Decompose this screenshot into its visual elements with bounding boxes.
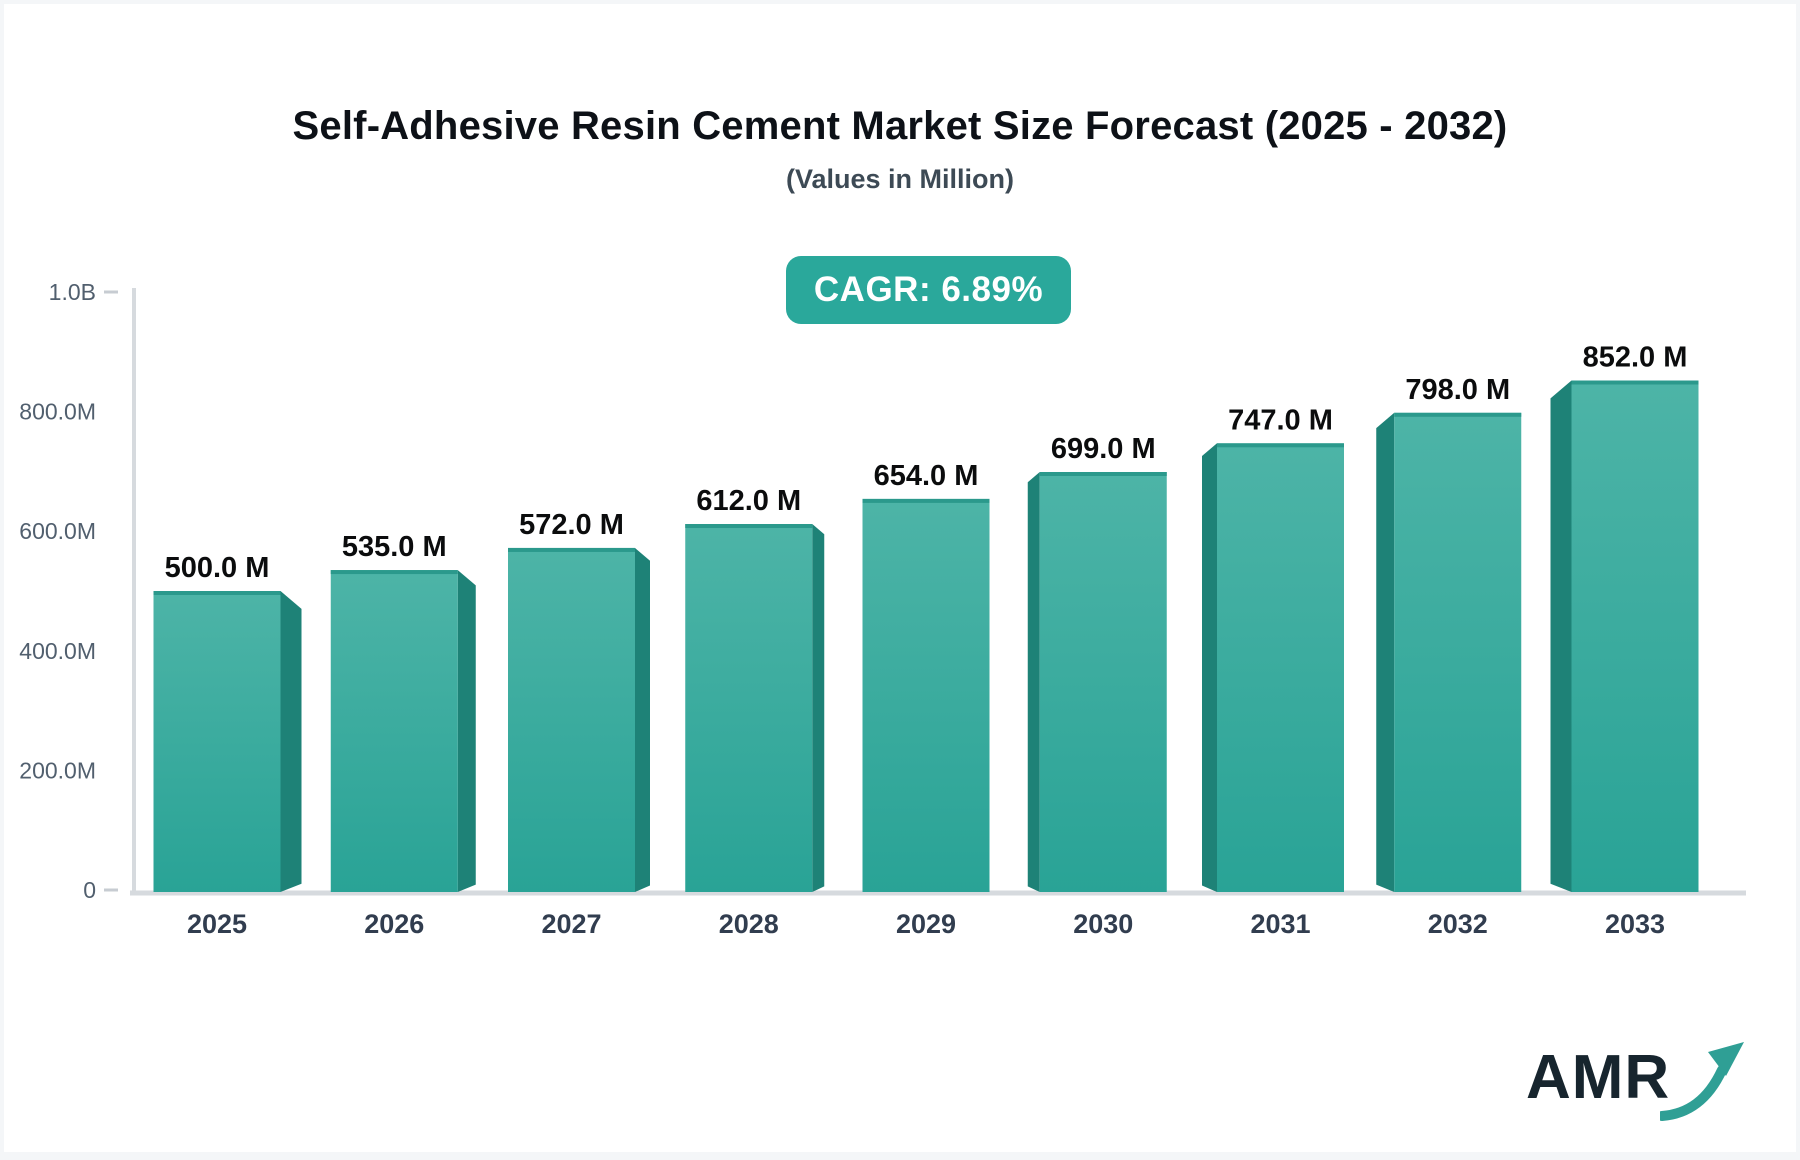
bar-front-face xyxy=(1217,443,1344,892)
bar-value-label: 699.0 M xyxy=(1051,433,1156,465)
x-axis-label: 2030 xyxy=(1073,909,1133,939)
bar-top-edge xyxy=(1039,471,1167,476)
bar-top-edge xyxy=(862,498,990,503)
y-axis-label: 1.0B xyxy=(49,279,96,305)
x-axis-label: 2025 xyxy=(187,909,247,939)
bar-group-2030: 699.0 M 2030 xyxy=(1027,433,1167,939)
bar-value-label: 747.0 M xyxy=(1228,404,1333,436)
y-axis-label: 600.0M xyxy=(19,518,96,544)
y-axis-label: 400.0M xyxy=(19,638,96,664)
chart-title: Self-Adhesive Resin Cement Market Size F… xyxy=(292,104,1508,148)
bar-side-face xyxy=(1376,412,1395,892)
bar-group-2033: 852.0 M 2033 xyxy=(1550,342,1699,939)
bar-value-label: 852.0 M xyxy=(1583,342,1688,374)
bar-value-label: 654.0 M xyxy=(874,460,979,492)
chart-subtitle: (Values in Million) xyxy=(785,164,1015,194)
amr-logo-text: AMR xyxy=(1526,1042,1671,1112)
y-axis-label: 800.0M xyxy=(19,399,96,425)
bar-side-face xyxy=(812,524,825,892)
bar-side-face xyxy=(457,570,476,892)
bar-side-face xyxy=(280,591,302,892)
y-axis-label: 0 xyxy=(83,877,96,903)
bar-value-label: 798.0 M xyxy=(1405,374,1510,406)
bar-top-edge xyxy=(153,591,281,595)
bar-front-face xyxy=(330,570,458,892)
bar-value-label: 535.0 M xyxy=(342,531,447,563)
bar-side-face xyxy=(635,547,650,892)
bar-front-face xyxy=(153,591,281,892)
bar-group-2025: 500.0 M 2025 xyxy=(153,552,302,939)
bar-side-face xyxy=(1550,380,1572,892)
bar-top-edge xyxy=(1217,443,1344,448)
bar-top-edge xyxy=(1571,380,1699,385)
bar-value-label: 572.0 M xyxy=(519,509,624,541)
x-axis-label: 2032 xyxy=(1428,909,1488,939)
cagr-badge: CAGR: 6.89% xyxy=(786,256,1071,324)
chart-card: Self-Adhesive Resin Cement Market Size F… xyxy=(4,4,1796,1152)
bar-side-face xyxy=(1027,471,1040,892)
bar-group-2032: 798.0 M 2032 xyxy=(1376,374,1522,939)
amr-logo: AMR xyxy=(1526,1030,1752,1124)
bar-chart: 0 200.0M 400.0M 600.0M 800.0M 1.0B 500.0 M 2025… xyxy=(19,279,1746,939)
y-axis-label: 200.0M xyxy=(19,757,96,783)
bar-value-label: 500.0 M xyxy=(165,552,270,584)
bar-front-face xyxy=(862,498,990,892)
bar-group-2026: 535.0 M 2026 xyxy=(330,531,476,939)
growth-arrow-icon xyxy=(1660,1042,1745,1121)
bar-group-2029: 654.0 M 2029 xyxy=(862,460,990,939)
bar-front-face xyxy=(1039,471,1167,892)
cagr-badge-label: CAGR: 6.89% xyxy=(813,270,1044,309)
bar-front-face xyxy=(508,547,635,892)
x-axis-label: 2028 xyxy=(719,909,779,939)
bar-group-2027: 572.0 M 2027 xyxy=(508,509,650,939)
x-axis-label: 2033 xyxy=(1605,909,1665,939)
x-axis-label: 2029 xyxy=(896,909,956,939)
bar-top-edge xyxy=(1394,412,1522,417)
bar-front-face xyxy=(1394,412,1522,892)
x-axis-label: 2026 xyxy=(364,909,424,939)
x-axis-label: 2027 xyxy=(541,909,601,939)
x-axis-label: 2031 xyxy=(1250,909,1310,939)
bar-top-edge xyxy=(330,570,458,575)
bar-front-face xyxy=(685,524,813,892)
bar-front-face xyxy=(1571,380,1699,892)
bar-group-2028: 612.0 M 2028 xyxy=(685,485,825,939)
bar-top-edge xyxy=(508,547,635,552)
bar-value-label: 612.0 M xyxy=(696,485,801,517)
bar-group-2031: 747.0 M 2031 xyxy=(1202,404,1344,939)
bar-top-edge xyxy=(685,524,813,529)
bar-side-face xyxy=(1202,443,1217,892)
